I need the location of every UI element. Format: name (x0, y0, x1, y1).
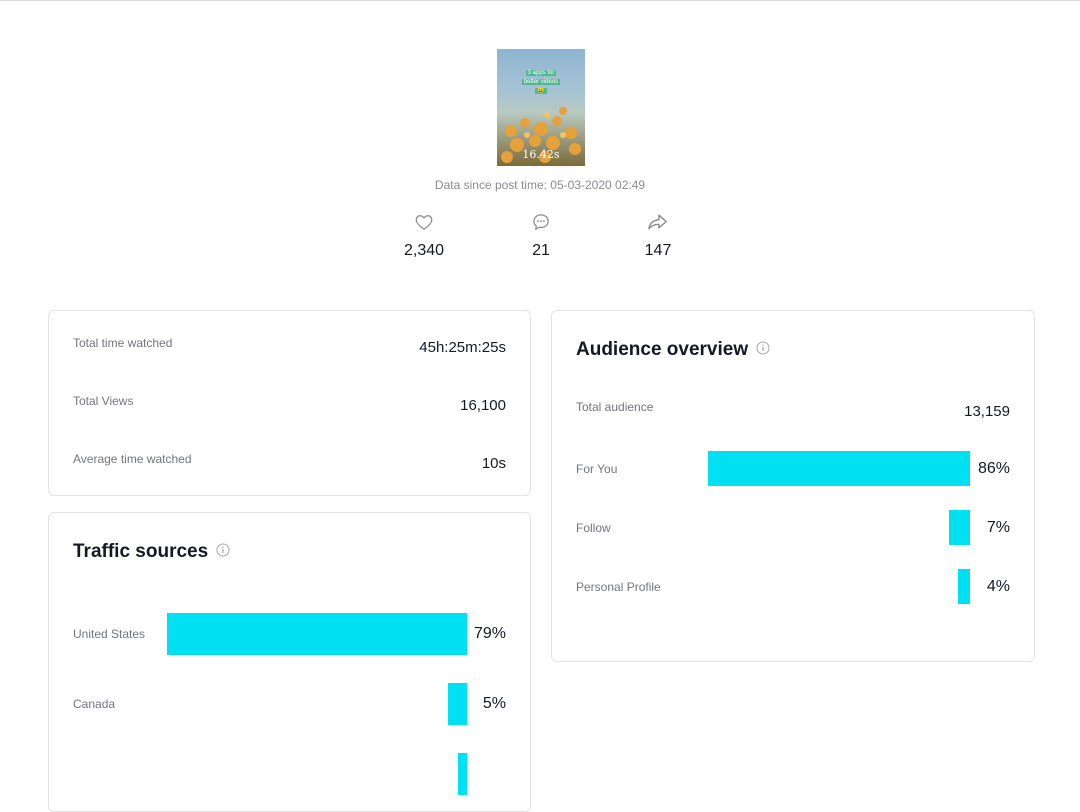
traffic-source-percent: 5% (482, 695, 506, 712)
audience-source-percent: 7% (986, 518, 1010, 536)
video-duration: 16.42s (522, 148, 560, 161)
metrics-card: Total time watched 45h:25m:25s Total Vie… (48, 310, 531, 496)
audience-source-bar (957, 569, 970, 604)
flowers-image (501, 107, 581, 163)
shares-stat: 147 (618, 212, 698, 260)
audience-source-label: Personal Profile (576, 579, 661, 594)
top-divider (0, 0, 1080, 1)
audience-overview-title: Audience overview (576, 339, 770, 361)
total-audience-value: 13,159 (964, 403, 1010, 420)
traffic-source-bar (448, 683, 467, 725)
audience-source-percent: 4% (986, 577, 1010, 595)
traffic-sources-card: Traffic sources United States 79% Canada 5% (48, 512, 531, 812)
traffic-source-label: Canada (73, 697, 116, 711)
total-time-watched-label: Total time watched (73, 336, 173, 350)
traffic-sources-title: Traffic sources (73, 541, 230, 563)
average-time-value: 10s (481, 455, 506, 472)
traffic-source-bar (457, 753, 467, 795)
comments-stat: 21 (501, 212, 581, 260)
audience-source-percent: 86% (977, 459, 1010, 477)
traffic-source-percent: 79% (473, 625, 506, 642)
share-icon (648, 214, 667, 230)
comments-count: 21 (532, 242, 550, 259)
total-views-label: Total Views (73, 394, 134, 408)
traffic-source-bar (166, 613, 467, 655)
audience-source-label: For You (576, 461, 618, 476)
audience-source-bar (707, 451, 970, 486)
heart-icon (415, 215, 433, 230)
likes-stat: 2,340 (384, 212, 464, 260)
total-audience-label: Total audience (576, 400, 654, 414)
shares-count: 147 (644, 242, 672, 259)
data-since-text: Data since post time: 05-03-2020 02:49 (434, 178, 646, 192)
total-time-watched-value: 45h:25m:25s (419, 339, 506, 356)
video-thumbnail[interactable]: 3 apps for better videos 😀 16.42s (497, 49, 585, 166)
info-icon[interactable] (756, 339, 770, 361)
comment-icon (533, 214, 549, 231)
info-icon[interactable] (216, 541, 230, 563)
likes-count: 2,340 (403, 242, 445, 259)
audience-source-label: Follow (576, 520, 611, 535)
thumbnail-caption: 3 apps for better videos 😀 (521, 70, 561, 94)
average-time-label: Average time watched (73, 452, 192, 466)
total-views-value: 16,100 (460, 397, 506, 414)
audience-source-bar (948, 510, 970, 545)
traffic-source-label: United States (73, 627, 146, 641)
audience-overview-card: Audience overview Total audience 13,159 … (551, 310, 1035, 662)
